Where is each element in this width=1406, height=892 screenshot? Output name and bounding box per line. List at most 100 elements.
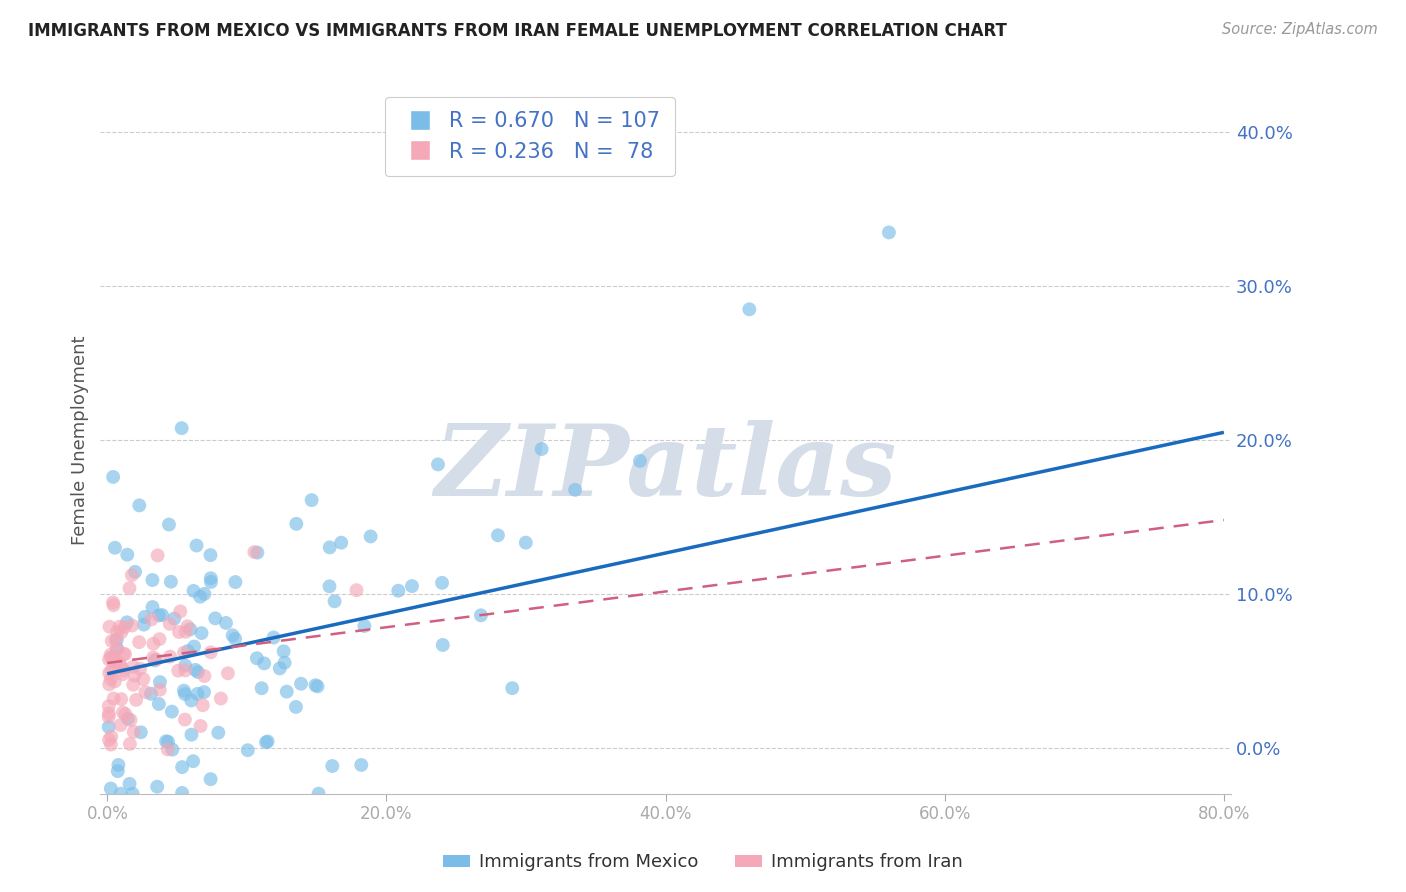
Point (250, 681, 273, 696)
Point (284, 700, 307, 714)
Point (204, 611, 226, 625)
Point (146, 549, 169, 563)
Point (100, 672, 122, 686)
Point (97, 699, 120, 714)
Point (200, 772, 222, 787)
Point (142, 637, 165, 651)
Point (150, 608, 173, 623)
Point (145, 652, 167, 666)
Point (346, 583, 368, 598)
Point (501, 681, 523, 696)
Point (121, 568, 143, 582)
Point (105, 642, 128, 657)
Point (176, 619, 198, 633)
Point (148, 697, 170, 711)
Point (107, 758, 129, 772)
Point (307, 679, 329, 693)
Point (114, 647, 136, 661)
Point (148, 608, 170, 623)
Point (104, 633, 127, 648)
Point (173, 683, 195, 698)
Point (301, 493, 323, 508)
Point (100, 730, 122, 744)
Point (180, 693, 202, 707)
Point (129, 725, 152, 739)
Point (101, 649, 124, 664)
Point (100, 634, 122, 648)
Point (180, 728, 202, 742)
Point (104, 654, 127, 668)
Point (134, 610, 156, 624)
Point (564, 483, 586, 497)
Point (738, 302, 761, 317)
Point (100, 650, 122, 665)
Point (122, 660, 145, 674)
Point (112, 663, 135, 677)
Point (121, 787, 143, 801)
Point (117, 548, 139, 562)
Point (105, 641, 128, 656)
Point (177, 644, 200, 658)
Point (174, 658, 197, 673)
Point (221, 628, 243, 642)
Point (97, 710, 120, 724)
Point (353, 619, 375, 633)
Point (107, 764, 129, 779)
Point (263, 631, 285, 645)
Point (426, 458, 449, 472)
Point (111, 706, 134, 720)
Point (157, 735, 180, 749)
Point (269, 661, 291, 675)
Point (628, 454, 651, 468)
Point (120, 713, 142, 727)
Point (124, 668, 146, 682)
Point (143, 653, 166, 667)
Point (172, 760, 194, 774)
Point (169, 604, 191, 618)
Point (430, 575, 453, 590)
Point (215, 615, 238, 630)
Text: IMMIGRANTS FROM MEXICO VS IMMIGRANTS FROM IRAN FEMALE UNEMPLOYMENT CORRELATION C: IMMIGRANTS FROM MEXICO VS IMMIGRANTS FRO… (28, 22, 1007, 40)
Point (121, 618, 143, 632)
Point (360, 529, 382, 543)
Point (104, 674, 127, 689)
Point (246, 651, 269, 665)
Point (253, 657, 276, 671)
Point (139, 687, 162, 701)
Point (110, 787, 132, 801)
Point (103, 691, 125, 706)
Point (200, 571, 222, 585)
Point (141, 600, 163, 615)
Point (149, 682, 172, 697)
Point (163, 611, 186, 625)
Point (432, 638, 454, 652)
Point (184, 663, 207, 677)
Point (401, 579, 423, 593)
Point (157, 517, 180, 532)
Point (188, 590, 211, 604)
Point (110, 692, 132, 706)
Point (321, 759, 343, 773)
Point (117, 712, 139, 726)
Point (132, 617, 155, 632)
Point (224, 632, 246, 646)
Point (108, 657, 131, 671)
Point (209, 691, 232, 706)
Point (159, 649, 181, 664)
Point (111, 667, 134, 681)
Point (129, 662, 152, 676)
Point (256, 734, 278, 748)
Point (98, 733, 121, 747)
Point (330, 535, 353, 549)
Point (217, 666, 239, 681)
Point (515, 535, 537, 549)
Point (125, 693, 148, 707)
Point (193, 587, 215, 601)
Point (101, 470, 124, 484)
Point (530, 442, 553, 456)
Point (254, 735, 277, 749)
Point (122, 724, 145, 739)
Text: ZIPatlas: ZIPatlas (434, 420, 897, 516)
Point (162, 742, 184, 756)
Point (142, 650, 165, 665)
